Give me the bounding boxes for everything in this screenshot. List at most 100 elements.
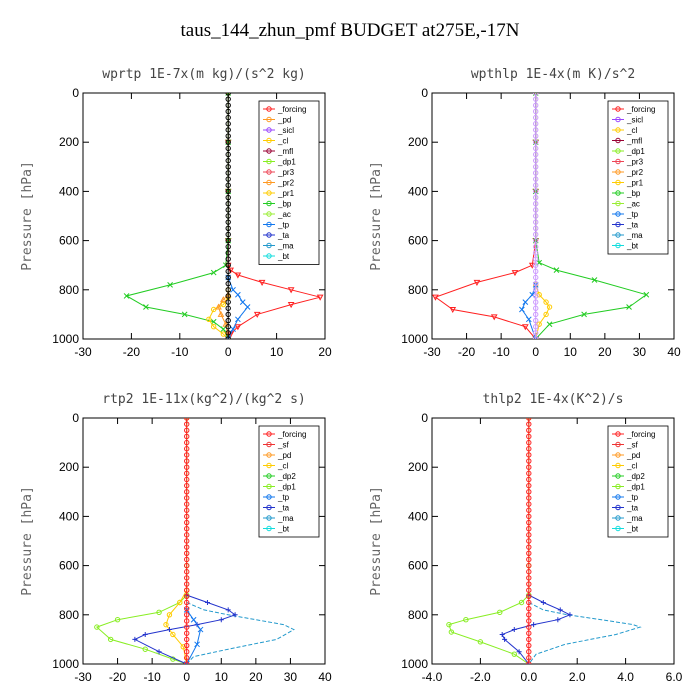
legend: _forcing _sicl_cl _mfl_dp1 _pr3_pr2 _pr1_bp _… bbox=[607, 100, 669, 255]
forcing-point bbox=[526, 458, 532, 464]
tp-point bbox=[244, 304, 251, 310]
dp1-point bbox=[226, 93, 231, 97]
legend-label-bt: _bt bbox=[626, 242, 639, 251]
panel-title: wprtp 1E-7x(m kg)/(s^2 kg) bbox=[102, 67, 306, 82]
x-tick-label: -4.0 bbox=[422, 670, 443, 684]
forcing-point bbox=[184, 636, 190, 643]
ta-point bbox=[540, 600, 546, 605]
series-line-pr1 bbox=[535, 284, 551, 339]
forcing-point bbox=[533, 287, 539, 293]
forcing-point bbox=[533, 139, 539, 145]
dp1-point bbox=[521, 324, 529, 331]
legend-label-ta: _ta bbox=[277, 504, 290, 513]
series-line-bp bbox=[125, 93, 229, 339]
legend-forcing-point bbox=[615, 431, 621, 437]
ta-point bbox=[499, 631, 505, 637]
forcing-point bbox=[184, 513, 190, 520]
forcing-point bbox=[184, 464, 190, 470]
forcing-point bbox=[225, 293, 231, 299]
forcing-point bbox=[184, 618, 190, 624]
tp-point bbox=[235, 291, 241, 298]
legend-label-tp: _tp bbox=[277, 493, 290, 502]
forcing-point bbox=[533, 213, 539, 219]
forcing-point bbox=[225, 330, 231, 336]
legend-ma-point bbox=[266, 515, 272, 521]
y-tick-label: 600 bbox=[59, 559, 79, 573]
legend-label-pd: _pd bbox=[626, 451, 640, 460]
panel-title: thlp2 1E-4x(K^2)/s bbox=[483, 392, 624, 407]
dp1-point bbox=[448, 629, 455, 635]
forcing-point bbox=[526, 495, 532, 501]
series-line-cl bbox=[165, 589, 188, 664]
ta-point bbox=[218, 617, 224, 623]
forcing-point bbox=[526, 526, 532, 532]
x-tick-label: -30 bbox=[423, 345, 441, 359]
legend-label-tp: _tp bbox=[277, 221, 290, 230]
forcing-point bbox=[526, 661, 532, 664]
x-tick-label: 30 bbox=[633, 345, 647, 359]
y-tick-label: 800 bbox=[59, 283, 79, 297]
forcing-point bbox=[526, 575, 532, 581]
forcing-point bbox=[526, 489, 532, 495]
forcing-point bbox=[533, 121, 539, 127]
forcing-point bbox=[533, 225, 539, 232]
tp-point bbox=[194, 641, 200, 648]
forcing-point bbox=[526, 587, 532, 593]
forcing-point bbox=[533, 108, 539, 115]
legend-label-sf: _sf bbox=[277, 441, 289, 450]
x-tick-label: 0 bbox=[183, 670, 190, 684]
legend-ma-point bbox=[615, 232, 621, 238]
legend-label-forcing: _forcing bbox=[277, 105, 306, 114]
dp1-point bbox=[234, 324, 242, 331]
dp1-point bbox=[511, 270, 519, 277]
forcing-point bbox=[533, 268, 539, 275]
forcing-point bbox=[533, 250, 539, 256]
series-line-dp1 bbox=[448, 418, 530, 664]
x-tick-label: 10 bbox=[270, 345, 284, 359]
x-tick-label: -30 bbox=[74, 670, 92, 684]
forcing-point bbox=[526, 538, 532, 544]
forcing-point bbox=[526, 532, 532, 538]
pr1-point bbox=[543, 311, 549, 318]
legend-label-pr1: _pr1 bbox=[626, 179, 644, 188]
legend-cl-point bbox=[266, 462, 272, 469]
forcing-point bbox=[526, 569, 532, 575]
legend-dp1-point bbox=[266, 158, 272, 165]
forcing-point bbox=[526, 642, 532, 649]
forcing-point bbox=[184, 458, 190, 464]
legend-tp-point bbox=[615, 211, 621, 217]
forcing-point bbox=[526, 439, 532, 446]
legend-ma-point bbox=[266, 242, 272, 249]
legend-mfl-point bbox=[615, 137, 621, 144]
legend-cl-point bbox=[615, 127, 621, 133]
forcing-point bbox=[533, 182, 539, 188]
forcing-point bbox=[533, 280, 539, 287]
x-tick-label: 2.0 bbox=[569, 670, 586, 684]
forcing-point bbox=[184, 642, 190, 649]
forcing-point bbox=[184, 439, 190, 446]
y-tick-label: 800 bbox=[59, 608, 79, 622]
legend-label-pd: _pd bbox=[277, 451, 291, 460]
legend: _forcing _pd_sicl _cl_mfl _dp1_pr3 _pr2_pr1 _… bbox=[258, 100, 320, 265]
y-axis-label: Pressure [hPa] bbox=[20, 486, 35, 596]
bp-point bbox=[210, 269, 217, 276]
pr1-point bbox=[206, 316, 212, 323]
legend-label-pr3: _pr3 bbox=[277, 168, 295, 177]
legend-label-ma: _ma bbox=[626, 514, 643, 523]
forcing-point bbox=[526, 556, 532, 563]
forcing-point bbox=[526, 418, 532, 421]
cl-point bbox=[180, 644, 186, 650]
forcing-point bbox=[533, 201, 539, 207]
forcing-point bbox=[184, 433, 190, 440]
forcing-point bbox=[533, 219, 539, 225]
y-tick-label: 800 bbox=[408, 608, 428, 622]
forcing-point bbox=[225, 299, 231, 305]
plot-frame bbox=[431, 417, 675, 665]
bp-point bbox=[553, 267, 560, 273]
forcing-point bbox=[184, 452, 190, 458]
y-tick-label: 0 bbox=[72, 86, 79, 100]
legend-label-ac: _ac bbox=[626, 200, 640, 209]
forcing-point bbox=[533, 164, 539, 170]
y-tick-label: 400 bbox=[59, 184, 79, 198]
